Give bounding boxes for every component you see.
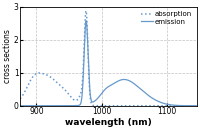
Y-axis label: cross sections: cross sections bbox=[3, 29, 12, 83]
X-axis label: wavelength (nm): wavelength (nm) bbox=[65, 118, 152, 126]
Legend: absorption, emission: absorption, emission bbox=[140, 10, 193, 25]
